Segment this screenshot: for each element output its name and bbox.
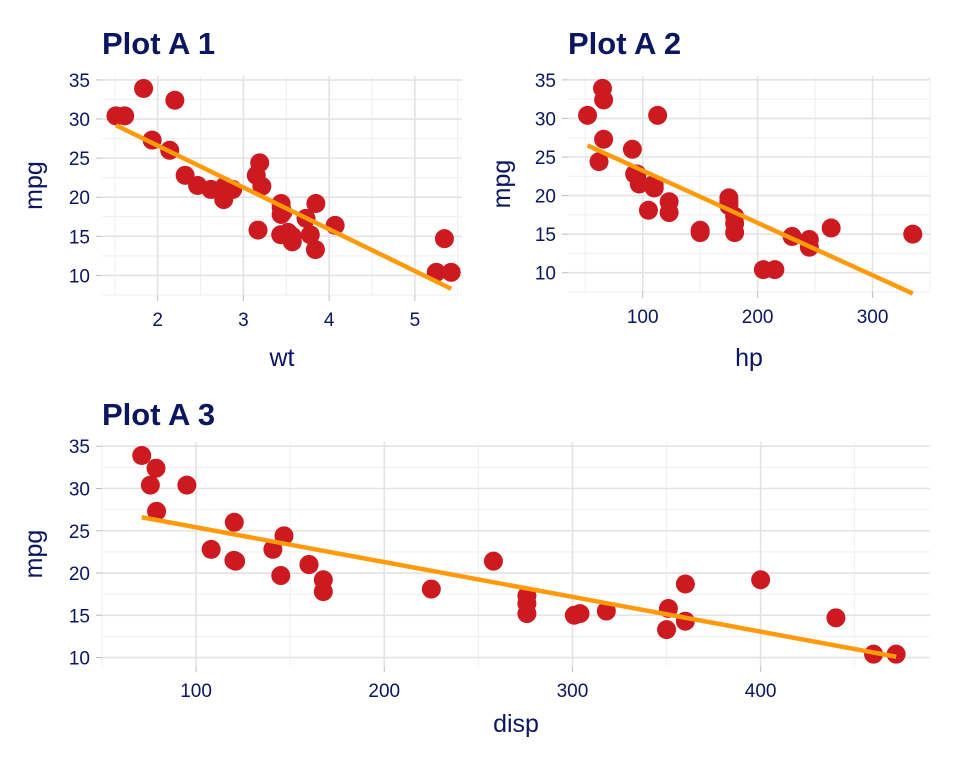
- data-point: [725, 223, 745, 243]
- data-point: [578, 105, 598, 125]
- data-point: [886, 644, 906, 664]
- data-point: [106, 106, 126, 126]
- plot-title: Plot A 3: [102, 397, 215, 432]
- data-point: [751, 570, 771, 590]
- data-point: [282, 226, 302, 246]
- regression-line: [586, 143, 914, 296]
- data-point: [140, 475, 160, 495]
- data-point: [434, 229, 454, 249]
- data-point: [564, 605, 584, 625]
- y-axis-title: mpg: [20, 530, 48, 579]
- data-point: [719, 188, 739, 208]
- x-tick-label: 3: [238, 310, 249, 331]
- data-point: [821, 218, 841, 238]
- y-tick-label: 10: [535, 264, 556, 285]
- data-point: [201, 539, 221, 559]
- plot-panel-2: 100 200 300 10 15 20 25 30 35 Plot A 2 hp mpg: [488, 26, 931, 372]
- data-point: [826, 608, 846, 628]
- data-point: [690, 223, 710, 243]
- data-point: [517, 604, 537, 624]
- plot-panel-1: 2 3 4 5 10 15 20 25 30 35 Plot A 1 wt mpg: [20, 26, 462, 372]
- data-point: [483, 551, 503, 571]
- data-point: [248, 220, 268, 240]
- y-tick-label: 30: [69, 479, 90, 500]
- data-point: [643, 175, 663, 195]
- x-tick-label: 300: [557, 681, 589, 702]
- data-point: [903, 224, 923, 244]
- y-tick-label: 15: [69, 227, 90, 248]
- data-point: [648, 105, 668, 125]
- data-point: [675, 574, 695, 594]
- data-point: [441, 262, 461, 282]
- data-point: [657, 620, 677, 640]
- data-point: [313, 582, 333, 602]
- y-tick-label: 15: [535, 225, 556, 246]
- data-point: [629, 174, 649, 194]
- y-tick-label: 10: [69, 649, 90, 670]
- y-tick-label: 35: [69, 437, 90, 458]
- plot-title: Plot A 1: [102, 26, 215, 61]
- y-tick-label: 30: [69, 110, 90, 131]
- data-point: [638, 200, 658, 220]
- data-point: [421, 579, 441, 599]
- data-point: [132, 446, 152, 466]
- y-axis-title: mpg: [488, 160, 516, 209]
- data-point: [596, 601, 616, 621]
- y-tick-label: 25: [69, 522, 90, 543]
- y-tick-label: 25: [69, 149, 90, 170]
- data-point: [177, 475, 197, 495]
- data-point: [134, 79, 154, 99]
- y-tick-label: 20: [535, 187, 556, 208]
- x-tick-label: 100: [627, 307, 659, 328]
- data-point: [594, 129, 614, 149]
- data-point: [165, 90, 185, 110]
- plot-title: Plot A 2: [568, 26, 681, 61]
- data-point: [659, 203, 679, 223]
- data-point: [306, 193, 326, 213]
- x-tick-label: 2: [152, 310, 163, 331]
- data-point: [589, 152, 609, 172]
- plot-panel-3: 100 200 300 400 10 15 20 25 30 35 Plot A 3 disp mpg: [20, 397, 930, 738]
- data-point: [299, 555, 319, 575]
- y-tick-label: 20: [69, 188, 90, 209]
- data-point: [246, 165, 266, 185]
- data-point: [147, 501, 167, 521]
- data-point: [146, 458, 166, 478]
- data-point: [271, 566, 291, 586]
- x-axis-title: hp: [735, 344, 763, 372]
- x-tick-label: 200: [742, 307, 774, 328]
- x-tick-label: 5: [410, 310, 421, 331]
- y-tick-label: 25: [535, 148, 556, 169]
- regression-line: [114, 123, 453, 291]
- regression-line: [141, 515, 897, 659]
- y-axis-title: mpg: [20, 161, 48, 210]
- y-tick-label: 30: [535, 109, 556, 130]
- y-tick-label: 10: [69, 266, 90, 287]
- y-tick-label: 35: [535, 71, 556, 92]
- y-tick-label: 35: [69, 71, 90, 92]
- data-point: [300, 225, 320, 245]
- y-tick-label: 20: [69, 564, 90, 585]
- data-point: [765, 260, 785, 280]
- x-tick-label: 300: [857, 307, 889, 328]
- data-point: [305, 240, 325, 260]
- x-tick-label: 400: [745, 681, 777, 702]
- data-point: [224, 512, 244, 532]
- x-axis-title: disp: [493, 710, 539, 738]
- x-tick-label: 100: [180, 681, 212, 702]
- data-point: [226, 551, 246, 571]
- data-point: [622, 139, 642, 159]
- y-tick-label: 15: [69, 606, 90, 627]
- data-point: [592, 78, 612, 98]
- x-axis-title: wt: [269, 344, 295, 372]
- x-tick-label: 4: [324, 310, 335, 331]
- data-point: [188, 176, 208, 195]
- x-tick-label: 200: [368, 681, 400, 702]
